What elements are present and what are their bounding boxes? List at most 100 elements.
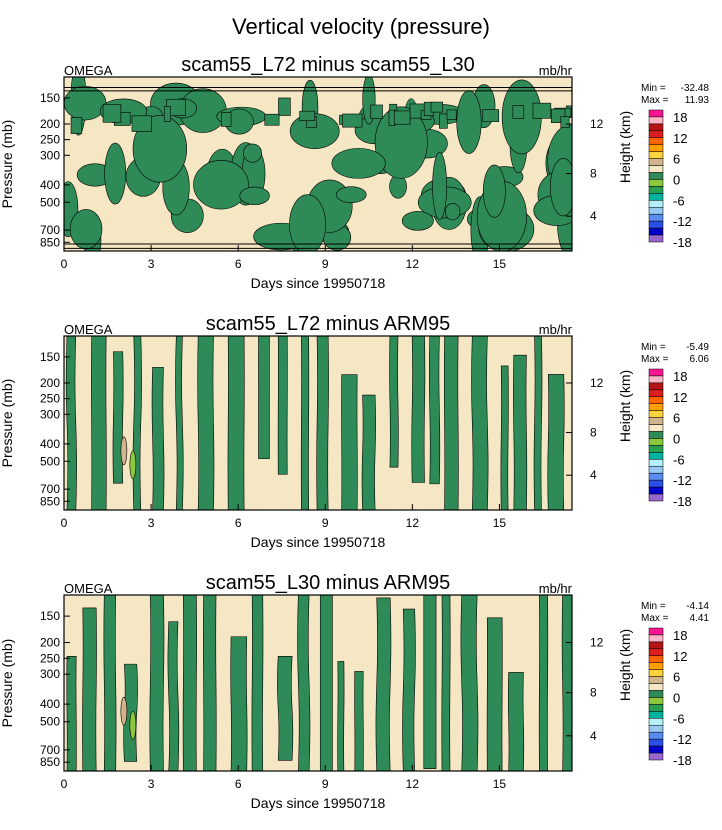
colorbar-label: 12 bbox=[673, 131, 687, 146]
panel-title: scam55_L72 minus ARM95 bbox=[206, 313, 451, 335]
contour-blob-negative bbox=[432, 152, 447, 220]
x-tick-label: 9 bbox=[322, 516, 329, 530]
contour-band-negative bbox=[112, 351, 124, 484]
contour-band-negative bbox=[132, 336, 142, 510]
x-axis-label: Days since 19950718 bbox=[251, 534, 386, 550]
units-label: mb/hr bbox=[539, 581, 573, 596]
colorbar-label: 12 bbox=[673, 390, 687, 405]
colorbar-swatch bbox=[648, 144, 664, 152]
colorbar-label: 0 bbox=[673, 172, 680, 187]
colorbar-swatch bbox=[648, 459, 664, 467]
contour-band-negative bbox=[149, 595, 165, 771]
variable-label: OMEGA bbox=[64, 63, 113, 78]
colorbar-swatch bbox=[648, 151, 664, 159]
contour-block-negative bbox=[163, 106, 172, 122]
contour-band-negative bbox=[411, 336, 426, 483]
contour-band-negative bbox=[533, 336, 543, 510]
colorbar-swatch bbox=[648, 711, 664, 719]
min-value: -32.48 bbox=[681, 83, 710, 94]
x-tick-label: 12 bbox=[406, 257, 420, 271]
y-tick-label: 700 bbox=[40, 743, 60, 757]
min-label: Min = bbox=[641, 601, 666, 612]
contour-band-negative bbox=[471, 336, 489, 510]
colorbar-swatch bbox=[648, 123, 664, 132]
contour-blob-negative bbox=[243, 143, 262, 163]
colorbar-swatch bbox=[648, 683, 664, 691]
colorbar-swatch bbox=[648, 738, 664, 747]
contour-band-negative bbox=[66, 656, 77, 771]
contour-block-negative bbox=[560, 116, 570, 129]
colorbar-swatch bbox=[648, 368, 664, 377]
contour-field bbox=[64, 77, 572, 251]
contour-band-negative bbox=[316, 336, 329, 510]
contour-block-negative bbox=[131, 115, 152, 132]
x-tick-label: 3 bbox=[148, 516, 155, 530]
colorbar-swatch bbox=[648, 382, 664, 391]
colorbar-swatch bbox=[648, 109, 664, 118]
x-tick-label: 15 bbox=[493, 777, 507, 791]
colorbar-swatch bbox=[648, 486, 664, 495]
colorbar-swatch bbox=[648, 466, 664, 474]
contour-block-negative bbox=[446, 109, 457, 120]
contour-cell-positive bbox=[120, 436, 128, 466]
contour-band-negative bbox=[82, 607, 97, 771]
colorbar-swatch bbox=[648, 697, 664, 705]
contour-band-negative bbox=[197, 336, 215, 510]
colorbar-swatch bbox=[648, 634, 664, 643]
contour-block-negative bbox=[370, 104, 383, 119]
contour-blob-negative bbox=[335, 186, 367, 203]
colorbar-swatch bbox=[648, 472, 664, 481]
right-tick-label: 4 bbox=[590, 209, 597, 223]
contour-band-negative bbox=[230, 636, 248, 771]
x-tick-label: 0 bbox=[61, 777, 68, 791]
x-tick-label: 12 bbox=[406, 516, 420, 530]
plot-frame bbox=[63, 76, 573, 252]
y-tick-label: 700 bbox=[40, 482, 60, 496]
x-axis-label: Days since 19950718 bbox=[251, 275, 386, 291]
contour-cell-negative bbox=[129, 710, 137, 740]
colorbar-swatch bbox=[648, 725, 664, 733]
contour-band-negative bbox=[175, 336, 184, 510]
contour-block-negative bbox=[264, 113, 280, 126]
y-tick-label: 150 bbox=[40, 91, 60, 105]
x-tick-label: 0 bbox=[61, 516, 68, 530]
colorbar-label: 6 bbox=[673, 670, 680, 685]
contour-block-negative bbox=[70, 117, 83, 134]
x-tick-label: 9 bbox=[322, 777, 329, 791]
x-tick-label: 15 bbox=[493, 257, 507, 271]
colorbar-swatch bbox=[648, 718, 664, 726]
colorbar: 18 12 6 0 -6 -12 -18 bbox=[648, 627, 692, 768]
contour-block-negative bbox=[278, 97, 291, 116]
colorbar-label: -6 bbox=[673, 711, 685, 726]
colorbar-swatch bbox=[648, 130, 664, 139]
colorbar-swatch bbox=[648, 116, 664, 125]
contour-blob-negative bbox=[239, 186, 270, 205]
max-label: Max = bbox=[641, 613, 669, 624]
y-tick-label: 850 bbox=[40, 755, 60, 769]
min-label: Min = bbox=[641, 83, 666, 94]
y-tick-label: 400 bbox=[40, 178, 60, 192]
contour-blob-negative bbox=[374, 106, 428, 179]
colorbar-swatch bbox=[648, 655, 664, 663]
y-tick-label: 250 bbox=[40, 651, 60, 665]
contour-band-negative bbox=[547, 374, 565, 510]
colorbar-swatch bbox=[648, 179, 664, 187]
contour-band-negative bbox=[277, 336, 288, 475]
y-tick-label: 200 bbox=[40, 376, 60, 390]
min-value: -5.49 bbox=[686, 342, 709, 353]
colorbar-swatch bbox=[648, 662, 664, 670]
contour-band-negative bbox=[337, 661, 345, 771]
right-tick-label: 8 bbox=[590, 426, 597, 440]
contour-band-negative bbox=[319, 595, 333, 771]
colorbar-swatch bbox=[648, 690, 664, 698]
contour-block-negative bbox=[102, 104, 122, 123]
colorbar-swatch bbox=[648, 669, 664, 677]
panel-title: scam55_L30 minus ARM95 bbox=[206, 572, 451, 594]
contour-block-negative bbox=[532, 102, 552, 119]
contour-block-negative bbox=[430, 101, 444, 113]
units-label: mb/hr bbox=[539, 63, 573, 78]
colorbar-swatch bbox=[648, 745, 664, 754]
colorbar-swatch bbox=[648, 410, 664, 418]
